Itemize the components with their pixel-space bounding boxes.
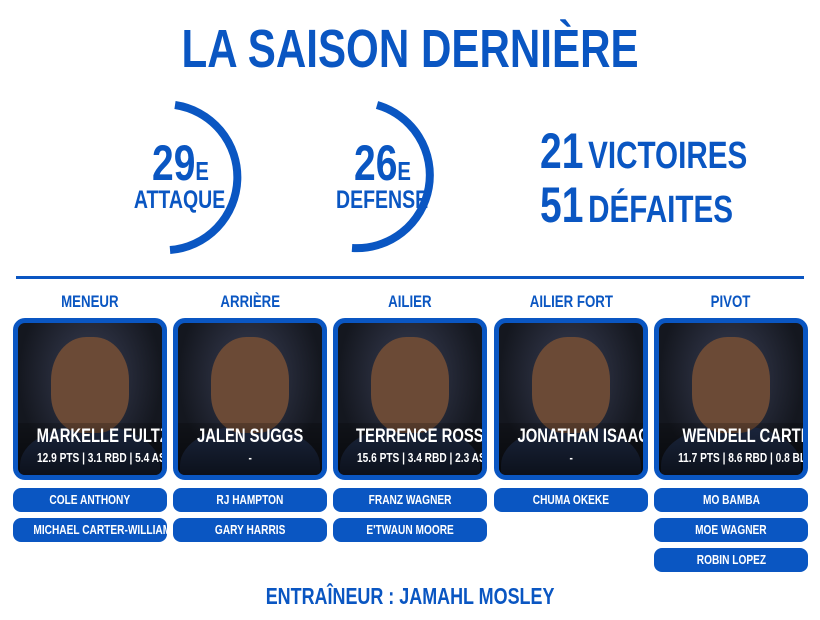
bench-player[interactable]: CHUMA OKEKE <box>494 488 648 512</box>
player-photo <box>371 337 449 433</box>
bench-player[interactable]: MOE WAGNER <box>654 518 808 542</box>
starter-stats: - <box>569 450 573 465</box>
starter-stats: 12.9 PTS | 3.1 RBD | 5.4 AST <box>37 450 167 465</box>
player-photo <box>211 337 289 433</box>
bench-player[interactable]: MO BAMBA <box>654 488 808 512</box>
starter-card[interactable]: MARKELLE FULTZ 12.9 PTS | 3.1 RBD | 5.4 … <box>13 318 167 480</box>
position-column: PIVOT WENDELL CARTER JR. 11.7 PTS | 8.6 … <box>654 292 808 572</box>
starter-stats: 15.6 PTS | 3.4 RBD | 2.3 AST <box>357 450 487 465</box>
bench-player[interactable]: ROBIN LOPEZ <box>654 548 808 572</box>
losses: 51 DÉFAITES <box>540 177 734 233</box>
player-photo <box>51 337 129 433</box>
position-label: AILIER <box>388 292 432 311</box>
position-column: MENEUR MARKELLE FULTZ 12.9 PTS | 3.1 RBD… <box>13 292 178 542</box>
player-photo <box>692 337 770 433</box>
starter-card[interactable]: JONATHAN ISAAC - <box>494 318 648 480</box>
starter-name: JALEN SUGGS <box>196 426 304 447</box>
position-column: ARRIÈRE JALEN SUGGS - RJ HAMPTON GARY HAR… <box>173 292 327 542</box>
starter-stats: - <box>248 450 252 465</box>
starter-name: WENDELL CARTER JR. <box>682 426 803 447</box>
bench-player[interactable]: FRANZ WAGNER <box>333 488 487 512</box>
position-column: AILIER FORT JONATHAN ISAAC - CHUMA OKEKE <box>494 292 648 512</box>
starter-name: JONATHAN ISAAC <box>517 426 648 447</box>
defense-rank: 26E DEFENSE <box>322 100 482 255</box>
bench-player[interactable]: COLE ANTHONY <box>13 488 167 512</box>
position-label: PIVOT <box>711 292 751 311</box>
bench-player[interactable]: MICHAEL CARTER-WILLIAMS <box>13 518 178 542</box>
position-label: MENEUR <box>61 292 119 311</box>
starter-card[interactable]: JALEN SUGGS - <box>173 318 327 480</box>
divider <box>16 276 804 279</box>
starter-card[interactable]: TERRENCE ROSS 15.6 PTS | 3.4 RBD | 2.3 A… <box>333 318 487 480</box>
position-label: ARRIÈRE <box>220 292 280 311</box>
starter-name: MARKELLE FULTZ <box>36 426 167 447</box>
starter-name: TERRENCE ROSS <box>356 426 484 447</box>
attack-arc <box>169 101 242 254</box>
bench-player[interactable]: E'TWAUN MOORE <box>333 518 487 542</box>
page-title: LA SAISON DERNIÈRE <box>181 19 639 79</box>
position-label: AILIER FORT <box>529 292 613 311</box>
position-column: AILIER TERRENCE ROSS 15.6 PTS | 3.4 RBD … <box>333 292 487 542</box>
wins: 21 VICTOIRES <box>540 123 748 179</box>
attack-rank: 29E ATTAQUE <box>120 100 280 255</box>
coach: ENTRAÎNEUR : JAMAHL MOSLEY <box>265 583 555 609</box>
player-photo <box>532 337 610 433</box>
bench-player[interactable]: GARY HARRIS <box>173 518 327 542</box>
starter-stats: 11.7 PTS | 8.6 RBD | 0.8 BLK <box>678 450 808 465</box>
starter-card[interactable]: WENDELL CARTER JR. 11.7 PTS | 8.6 RBD | … <box>654 318 808 480</box>
bench-player[interactable]: RJ HAMPTON <box>173 488 327 512</box>
defense-arc <box>351 101 434 253</box>
